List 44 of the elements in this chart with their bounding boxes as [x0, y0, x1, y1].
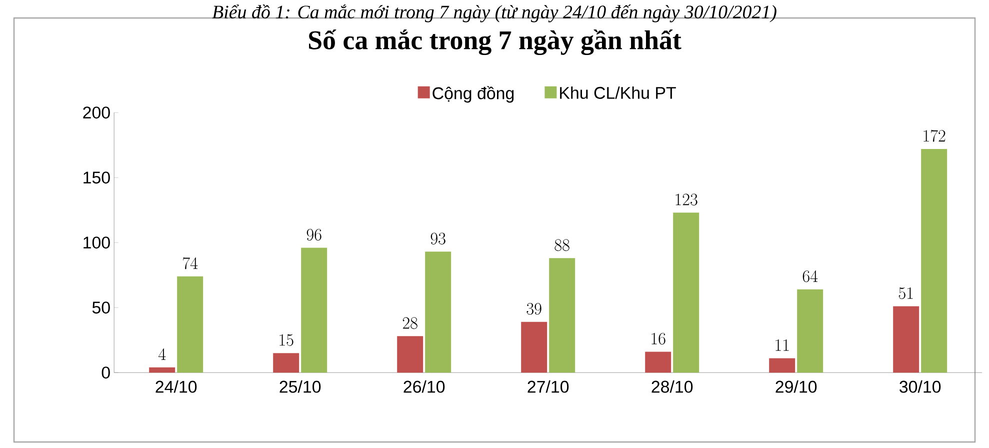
x-tick-label: 29/10	[776, 380, 817, 393]
data-label: 16	[652, 332, 666, 345]
bar	[921, 148, 948, 373]
y-tick-label: 50	[92, 302, 110, 314]
bar	[549, 258, 576, 373]
bar	[273, 353, 300, 373]
data-label: 4	[158, 348, 166, 360]
data-label: 93	[430, 232, 446, 244]
y-tick-label: 200	[83, 106, 110, 119]
bar	[769, 358, 796, 373]
data-label: 96	[306, 228, 322, 241]
bar	[397, 336, 424, 373]
bar	[301, 248, 328, 373]
text: Biểu đồ 1: Ca mắc mới trong 7 ngày (từ ngày 24/10 đến ngày 30/10/2021)	[212, 4, 776, 22]
data-label: 74	[182, 257, 198, 270]
chart-title: Số ca mắc trong 7 ngày gần nhất	[309, 30, 682, 56]
bar	[893, 306, 920, 373]
bar	[645, 352, 672, 373]
x-tick-label: 28/10	[652, 380, 693, 393]
y-tick-label: 150	[84, 172, 110, 184]
y-tick-label: 100	[84, 236, 110, 249]
bar	[797, 289, 824, 373]
x-tick-label: 24/10	[156, 380, 197, 393]
x-tick-label: 30/10	[900, 380, 941, 393]
x-tick-label: 26/10	[404, 380, 445, 393]
legend-label: Khu CL/Khu PT	[560, 86, 676, 99]
bar	[425, 252, 452, 373]
data-label: 88	[554, 239, 570, 251]
data-label: 51	[898, 287, 913, 300]
bar	[673, 212, 700, 373]
data-label: 15	[280, 334, 294, 346]
data-label: 39	[526, 302, 542, 315]
data-label: 64	[802, 270, 818, 282]
x-tick-label: 25/10	[280, 380, 321, 393]
data-label: 28	[402, 317, 418, 329]
bar	[149, 367, 176, 373]
data-label: 123	[676, 194, 698, 206]
data-label: 11	[776, 339, 789, 351]
legend-label: Cộng đồng	[432, 86, 514, 103]
bar	[521, 322, 548, 373]
data-label: 172	[924, 130, 946, 142]
y-tick-label: 0	[102, 366, 110, 379]
x-tick-label: 27/10	[528, 380, 569, 393]
bar	[177, 276, 204, 373]
